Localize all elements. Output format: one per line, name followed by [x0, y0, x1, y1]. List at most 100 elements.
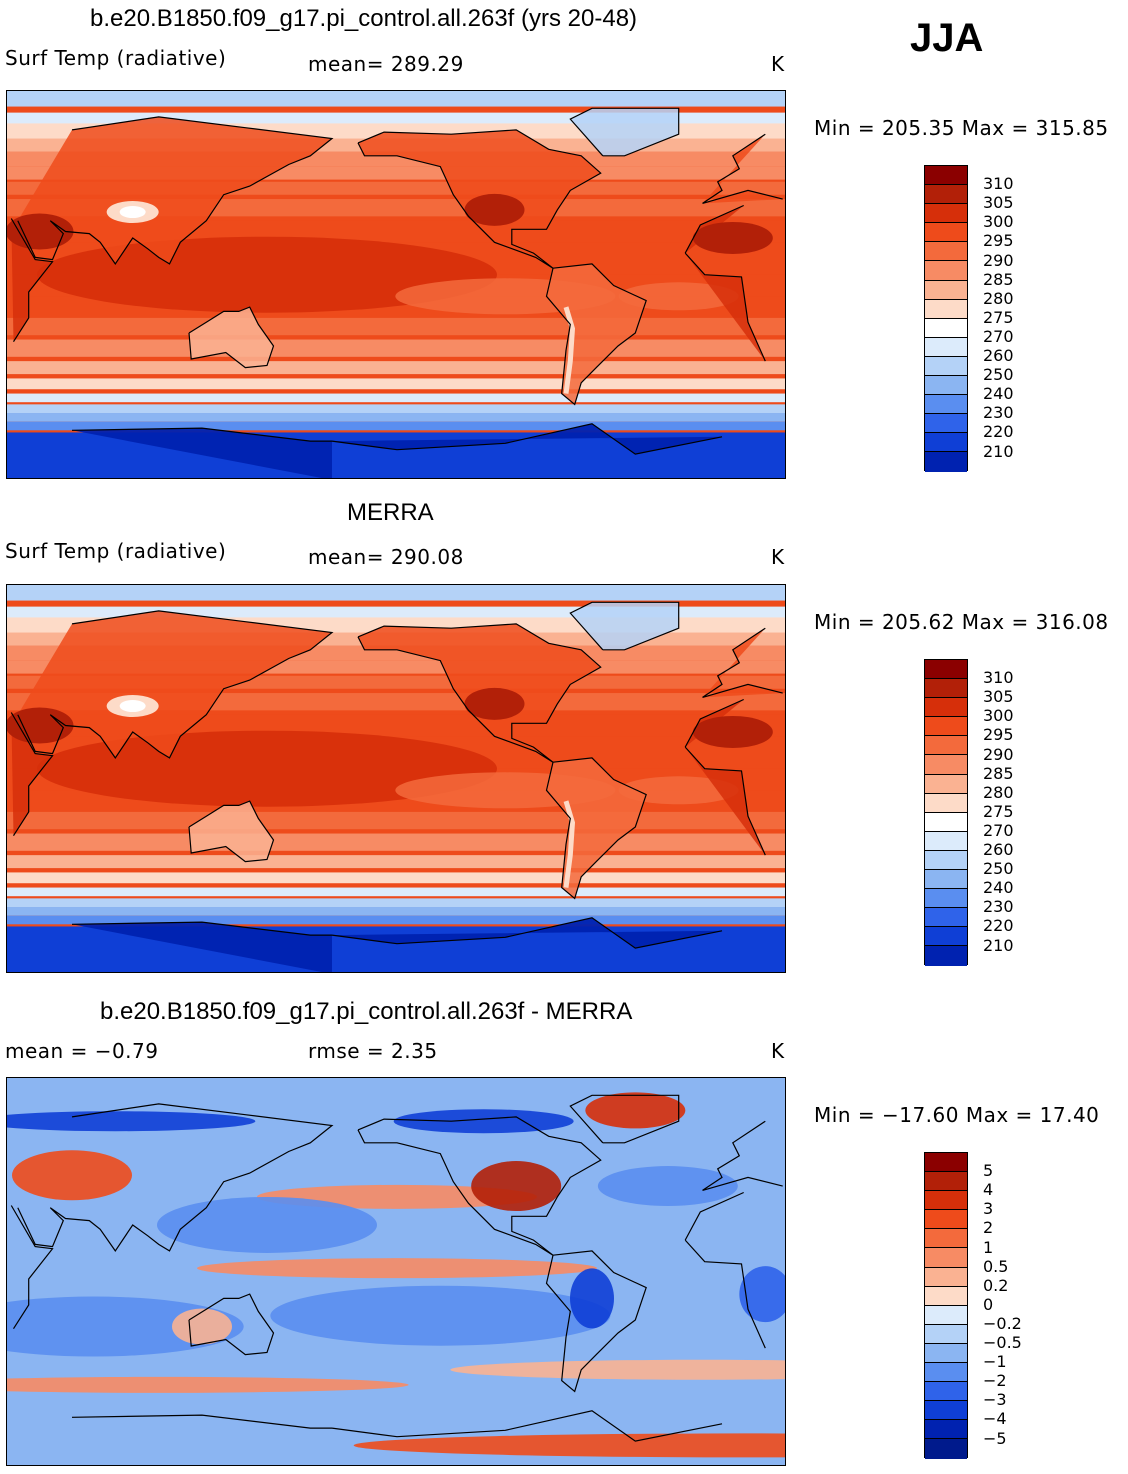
panel-2-mean-label: mean= 290.08: [308, 545, 464, 569]
colorbar-tick-label: 300: [983, 212, 1014, 232]
colorbar-tick-label: 240: [983, 384, 1014, 404]
colorbar-swatch: [925, 1210, 967, 1230]
colorbar-swatch: [925, 1343, 967, 1364]
colorbar-swatch: [925, 946, 967, 966]
colorbar-tick-label: 295: [983, 725, 1014, 745]
colorbar-tick-label: 260: [983, 840, 1014, 859]
colorbar-swatch: [925, 318, 967, 338]
panel-1-map: [6, 90, 786, 479]
colorbar-swatch: [925, 908, 967, 928]
colorbar-swatch: [925, 793, 967, 813]
panel-1-units-label: K: [771, 52, 785, 76]
colorbar-swatch: [925, 356, 967, 377]
panel-2-map-field: [7, 585, 785, 972]
colorbar-tick-label: −4: [983, 1409, 1007, 1429]
panel-3-min-max: Min = −17.60 Max = 17.40: [814, 1103, 1100, 1127]
panel-2-title: MERRA: [347, 499, 434, 526]
colorbar-swatch: [925, 1439, 967, 1459]
panel-2-map: [6, 584, 786, 973]
colorbar-tick-label: 310: [983, 668, 1014, 688]
colorbar-swatch: [925, 927, 967, 947]
colorbar-tick-label: −1: [983, 1352, 1007, 1372]
colorbar-swatch: [925, 1267, 967, 1287]
colorbar-swatch: [925, 755, 967, 775]
colorbar-tick-label: −0.2: [983, 1313, 1022, 1333]
colorbar-tick-label: 305: [983, 687, 1014, 707]
colorbar-tick-label: 220: [983, 422, 1014, 442]
panel-1-min-max: Min = 205.35 Max = 315.85: [814, 116, 1109, 140]
panel-3-mean-label: mean = −0.79: [5, 1039, 159, 1063]
panel-3-map-field: [7, 1078, 785, 1465]
colorbar-swatch: [925, 1382, 967, 1402]
colorbar-tick-label: 220: [983, 916, 1014, 936]
colorbar-tick-label: −2: [983, 1371, 1007, 1391]
colorbar-tick-label: 300: [983, 706, 1014, 726]
colorbar-swatch: [925, 1229, 967, 1249]
panel-2-min-max: Min = 205.62 Max = 316.08: [814, 610, 1109, 634]
colorbar-swatch: [925, 395, 967, 415]
colorbar-tick-label: 305: [983, 193, 1014, 213]
panel-2-units-label: K: [771, 545, 785, 569]
colorbar-tick-label: 290: [983, 250, 1014, 270]
colorbar-tick-label: 280: [983, 782, 1014, 802]
colorbar-swatch: [925, 717, 967, 737]
colorbar-swatch: [925, 1305, 967, 1325]
colorbar-tick-label: 0.5: [983, 1256, 1009, 1276]
colorbar-tick-label: −3: [983, 1390, 1007, 1410]
colorbar-tick-label: 275: [983, 801, 1014, 821]
colorbar-tick-label: 270: [983, 820, 1014, 840]
colorbar-swatch: [925, 414, 967, 434]
colorbar-tick-label: 0.2: [983, 1275, 1009, 1295]
colorbar-tick-label: 210: [983, 441, 1014, 461]
colorbar-swatch: [925, 889, 967, 909]
panel-1-variable-label: Surf Temp (radiative): [5, 46, 227, 70]
colorbar-tick-label: −0.5: [983, 1333, 1022, 1352]
colorbar-tick-label: −5: [983, 1428, 1007, 1448]
colorbar-tick-label: 310: [983, 174, 1014, 194]
panel-3-units-label: K: [771, 1039, 785, 1063]
colorbar-tick-label: 250: [983, 859, 1014, 879]
colorbar-tick-label: 1: [983, 1237, 994, 1257]
colorbar-tick-label: 290: [983, 744, 1014, 764]
panel-1-colorbar: [924, 165, 968, 472]
colorbar-swatch: [925, 1363, 967, 1383]
colorbar-tick-label: 4: [983, 1180, 994, 1200]
panel-1-map-field: [7, 91, 785, 478]
colorbar-swatch: [925, 376, 967, 396]
colorbar-tick-label: 210: [983, 935, 1014, 955]
colorbar-swatch: [925, 223, 967, 243]
colorbar-swatch: [925, 1153, 967, 1173]
colorbar-swatch: [925, 185, 967, 205]
colorbar-swatch: [925, 452, 967, 472]
colorbar-tick-label: 260: [983, 346, 1014, 365]
colorbar-swatch: [925, 831, 967, 851]
colorbar-swatch: [925, 242, 967, 262]
colorbar-tick-label: 230: [983, 403, 1014, 423]
colorbar-swatch: [925, 660, 967, 680]
colorbar-tick-label: 285: [983, 269, 1014, 289]
colorbar-tick-label: 280: [983, 288, 1014, 308]
colorbar-swatch: [925, 433, 967, 453]
colorbar-tick-label: 250: [983, 365, 1014, 385]
season-label: JJA: [910, 16, 984, 60]
colorbar-swatch: [925, 1172, 967, 1192]
colorbar-swatch: [925, 698, 967, 718]
colorbar-swatch: [925, 299, 967, 319]
colorbar-swatch: [925, 1324, 967, 1344]
colorbar-swatch: [925, 736, 967, 756]
colorbar-swatch: [925, 1420, 967, 1440]
colorbar-swatch: [925, 261, 967, 281]
colorbar-tick-label: 285: [983, 763, 1014, 783]
panel-3-map: [6, 1077, 786, 1466]
colorbar-tick-label: 275: [983, 307, 1014, 327]
colorbar-swatch: [925, 774, 967, 794]
colorbar-swatch: [925, 812, 967, 832]
colorbar-swatch: [925, 870, 967, 890]
colorbar-tick-label: 0: [983, 1294, 994, 1314]
panel-3-colorbar: [924, 1152, 968, 1459]
colorbar-swatch: [925, 679, 967, 699]
colorbar-swatch: [925, 204, 967, 224]
colorbar-tick-label: 230: [983, 897, 1014, 917]
panel-2-variable-label: Surf Temp (radiative): [5, 539, 227, 563]
panel-1-title: b.e20.B1850.f09_g17.pi_control.all.263f …: [90, 5, 638, 32]
